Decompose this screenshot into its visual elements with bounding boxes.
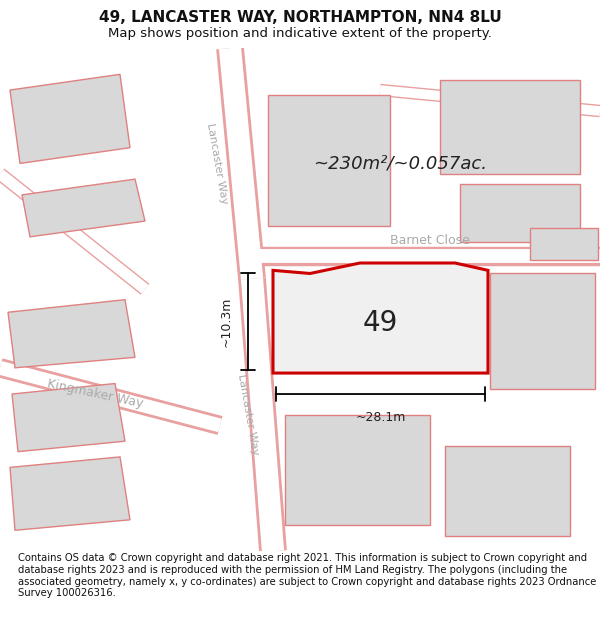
Text: 49, LANCASTER WAY, NORTHAMPTON, NN4 8LU: 49, LANCASTER WAY, NORTHAMPTON, NN4 8LU bbox=[98, 9, 502, 24]
Polygon shape bbox=[490, 274, 595, 389]
Text: Lancaster Way: Lancaster Way bbox=[205, 122, 229, 205]
Polygon shape bbox=[530, 228, 598, 260]
Polygon shape bbox=[440, 79, 580, 174]
Polygon shape bbox=[460, 184, 580, 242]
Polygon shape bbox=[22, 179, 145, 237]
Text: Contains OS data © Crown copyright and database right 2021. This information is : Contains OS data © Crown copyright and d… bbox=[18, 554, 596, 598]
Polygon shape bbox=[285, 415, 430, 525]
Text: 49: 49 bbox=[362, 309, 398, 337]
Text: ~230m²/~0.057ac.: ~230m²/~0.057ac. bbox=[313, 154, 487, 173]
Text: Kingmaker Way: Kingmaker Way bbox=[46, 378, 144, 411]
Polygon shape bbox=[12, 384, 125, 452]
Polygon shape bbox=[10, 74, 130, 163]
Text: ~28.1m: ~28.1m bbox=[355, 411, 406, 424]
Polygon shape bbox=[445, 446, 570, 536]
Text: Barnet Close: Barnet Close bbox=[390, 234, 470, 248]
Polygon shape bbox=[268, 95, 390, 226]
Polygon shape bbox=[273, 263, 488, 373]
Polygon shape bbox=[8, 299, 135, 368]
Polygon shape bbox=[10, 457, 130, 530]
Text: Lancaster Way: Lancaster Way bbox=[236, 374, 260, 456]
Text: ~10.3m: ~10.3m bbox=[220, 296, 233, 347]
Text: Map shows position and indicative extent of the property.: Map shows position and indicative extent… bbox=[108, 27, 492, 40]
